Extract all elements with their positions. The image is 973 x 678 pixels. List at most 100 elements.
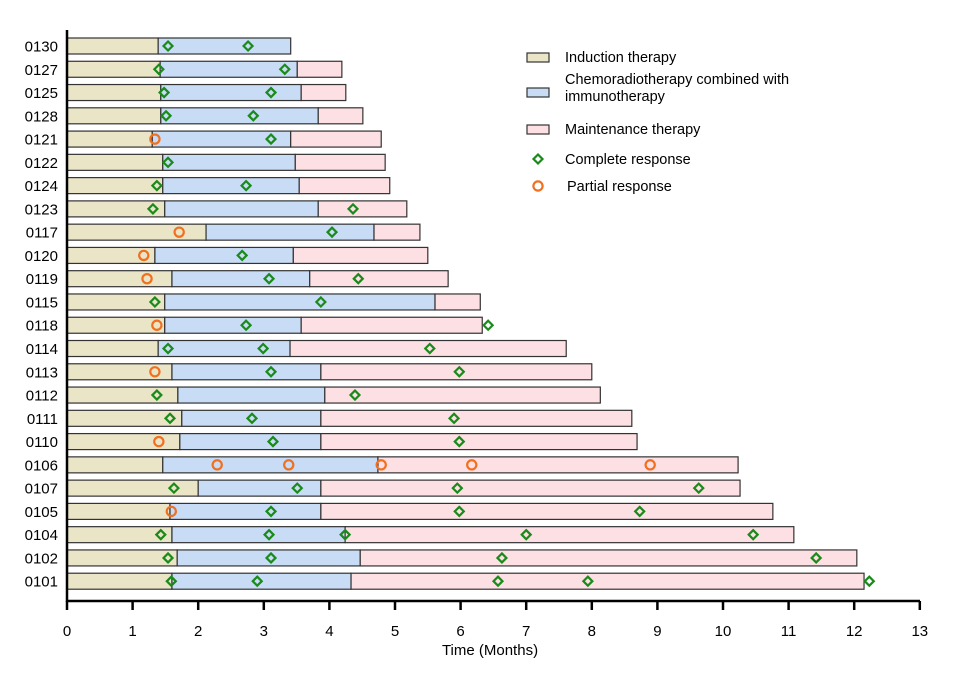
- patient-label: 0125: [25, 85, 58, 102]
- patient-label: 0128: [25, 108, 58, 125]
- legend-swatch: [526, 124, 550, 135]
- maintenance-segment: [324, 386, 601, 404]
- induction-segment: [66, 37, 159, 55]
- x-tick-label: 6: [456, 623, 464, 640]
- complete-response-marker: [482, 319, 495, 332]
- chemo-segment: [154, 246, 294, 265]
- patient-bar-0127: [66, 60, 343, 78]
- complete-response-marker: [161, 551, 175, 564]
- complete-response-marker: [240, 319, 253, 332]
- maintenance-segment: [292, 246, 429, 265]
- x-tick-label: 11: [781, 623, 797, 640]
- patient-bar-0101: [66, 572, 865, 590]
- maintenance-segment: [320, 479, 741, 497]
- induction-segment: [66, 223, 207, 241]
- chemo-segment: [176, 549, 361, 567]
- induction-segment: [66, 502, 171, 520]
- complete-response-marker: [453, 365, 466, 378]
- x-tick-label: 7: [522, 623, 530, 640]
- patient-bar-0110: [66, 432, 638, 451]
- legend-swatch-diamond: [531, 152, 545, 166]
- x-axis-ticks: 0 1 2 3 4 5 6 7 8 9 10 11 12 13: [63, 601, 928, 640]
- complete-response-marker: [453, 505, 466, 518]
- x-axis-title: Time (Months): [442, 642, 538, 659]
- chemo-segment: [205, 223, 375, 241]
- legend-label: immunotherapy: [565, 89, 666, 105]
- legend-label: Maintenance therapy: [565, 122, 701, 138]
- patient-bar-0102: [66, 549, 858, 567]
- patient-label: 0118: [26, 318, 58, 335]
- patient-bar-0128: [66, 107, 364, 125]
- patient-label: 0130: [25, 39, 58, 56]
- maintenance-segment: [320, 409, 633, 427]
- complete-response-marker: [251, 575, 264, 588]
- induction-segment: [66, 107, 162, 125]
- complete-response-marker: [154, 528, 167, 541]
- maintenance-segment: [300, 316, 483, 334]
- patient-label: 0111: [27, 411, 58, 428]
- chemo-segment: [157, 339, 291, 358]
- x-tick-label: 12: [846, 623, 863, 640]
- maintenance-segment: [296, 60, 343, 78]
- partial-response-marker: [466, 459, 478, 471]
- chemo-segment: [177, 386, 326, 404]
- complete-response-marker: [346, 202, 360, 215]
- maintenance-segment: [298, 177, 391, 195]
- x-tick-label: 13: [911, 623, 928, 640]
- chemo-segment: [171, 270, 311, 288]
- y-axis-labels: 0130 0127 0125 0128 0121 0122 0124 0123 0117 0120…: [25, 39, 58, 591]
- legend: Induction therapy Chemoradiotherapy combi…: [526, 50, 789, 195]
- x-tick-label: 8: [588, 623, 596, 640]
- partial-response-marker: [173, 226, 185, 238]
- x-tick-label: 1: [128, 623, 136, 640]
- complete-response-marker: [447, 412, 461, 425]
- complete-response-marker: [264, 133, 278, 146]
- patient-bar-0115: [66, 293, 481, 311]
- patient-bar-0119: [66, 270, 449, 288]
- chemo-segment: [181, 409, 322, 427]
- partial-response-marker: [283, 459, 295, 471]
- complete-response-marker: [278, 63, 291, 76]
- patient-label: 0117: [26, 225, 58, 242]
- patient-bar-0111: [66, 409, 633, 427]
- induction-segment: [66, 549, 178, 567]
- complete-response-marker: [150, 388, 163, 402]
- complete-response-marker: [325, 226, 339, 239]
- induction-segment: [66, 363, 173, 381]
- patient-bar-0124: [66, 177, 391, 195]
- patient-bar-0130: [66, 37, 292, 55]
- complete-response-marker: [451, 482, 464, 495]
- patient-label: 0105: [25, 504, 58, 521]
- complete-response-marker: [423, 342, 436, 355]
- maintenance-segment: [320, 432, 638, 451]
- x-tick-label: 4: [325, 623, 333, 640]
- complete-response-marker: [520, 528, 533, 541]
- maintenance-segment: [377, 456, 739, 474]
- legend-swatch: [526, 87, 550, 98]
- patient-label: 0114: [26, 341, 58, 358]
- patient-bar-0106: [66, 456, 739, 474]
- patient-bar-0122: [66, 153, 386, 171]
- complete-response-marker: [262, 272, 276, 285]
- patient-bar-0117: [66, 223, 421, 241]
- maintenance-segment: [344, 526, 795, 544]
- patient-label: 0107: [25, 481, 58, 498]
- patient-label: 0113: [26, 364, 58, 381]
- x-tick-label: 3: [260, 623, 268, 640]
- legend-swatch-circle: [532, 180, 544, 192]
- patient-label: 0127: [25, 62, 58, 79]
- partial-response-marker: [375, 459, 387, 471]
- complete-response-marker: [165, 575, 178, 588]
- induction-segment: [66, 270, 173, 288]
- complete-response-marker: [495, 551, 508, 564]
- complete-response-marker: [314, 295, 327, 309]
- maintenance-segment: [289, 339, 567, 358]
- induction-segment: [66, 130, 153, 148]
- induction-segment: [66, 339, 159, 358]
- complete-response-marker: [152, 63, 165, 76]
- complete-response-marker: [167, 482, 180, 495]
- legend-item-maintenance: Maintenance therapy: [526, 122, 701, 138]
- legend-item-chemo: Chemoradiotherapy combined withimmunothe…: [526, 72, 789, 105]
- complete-response-marker: [161, 39, 175, 53]
